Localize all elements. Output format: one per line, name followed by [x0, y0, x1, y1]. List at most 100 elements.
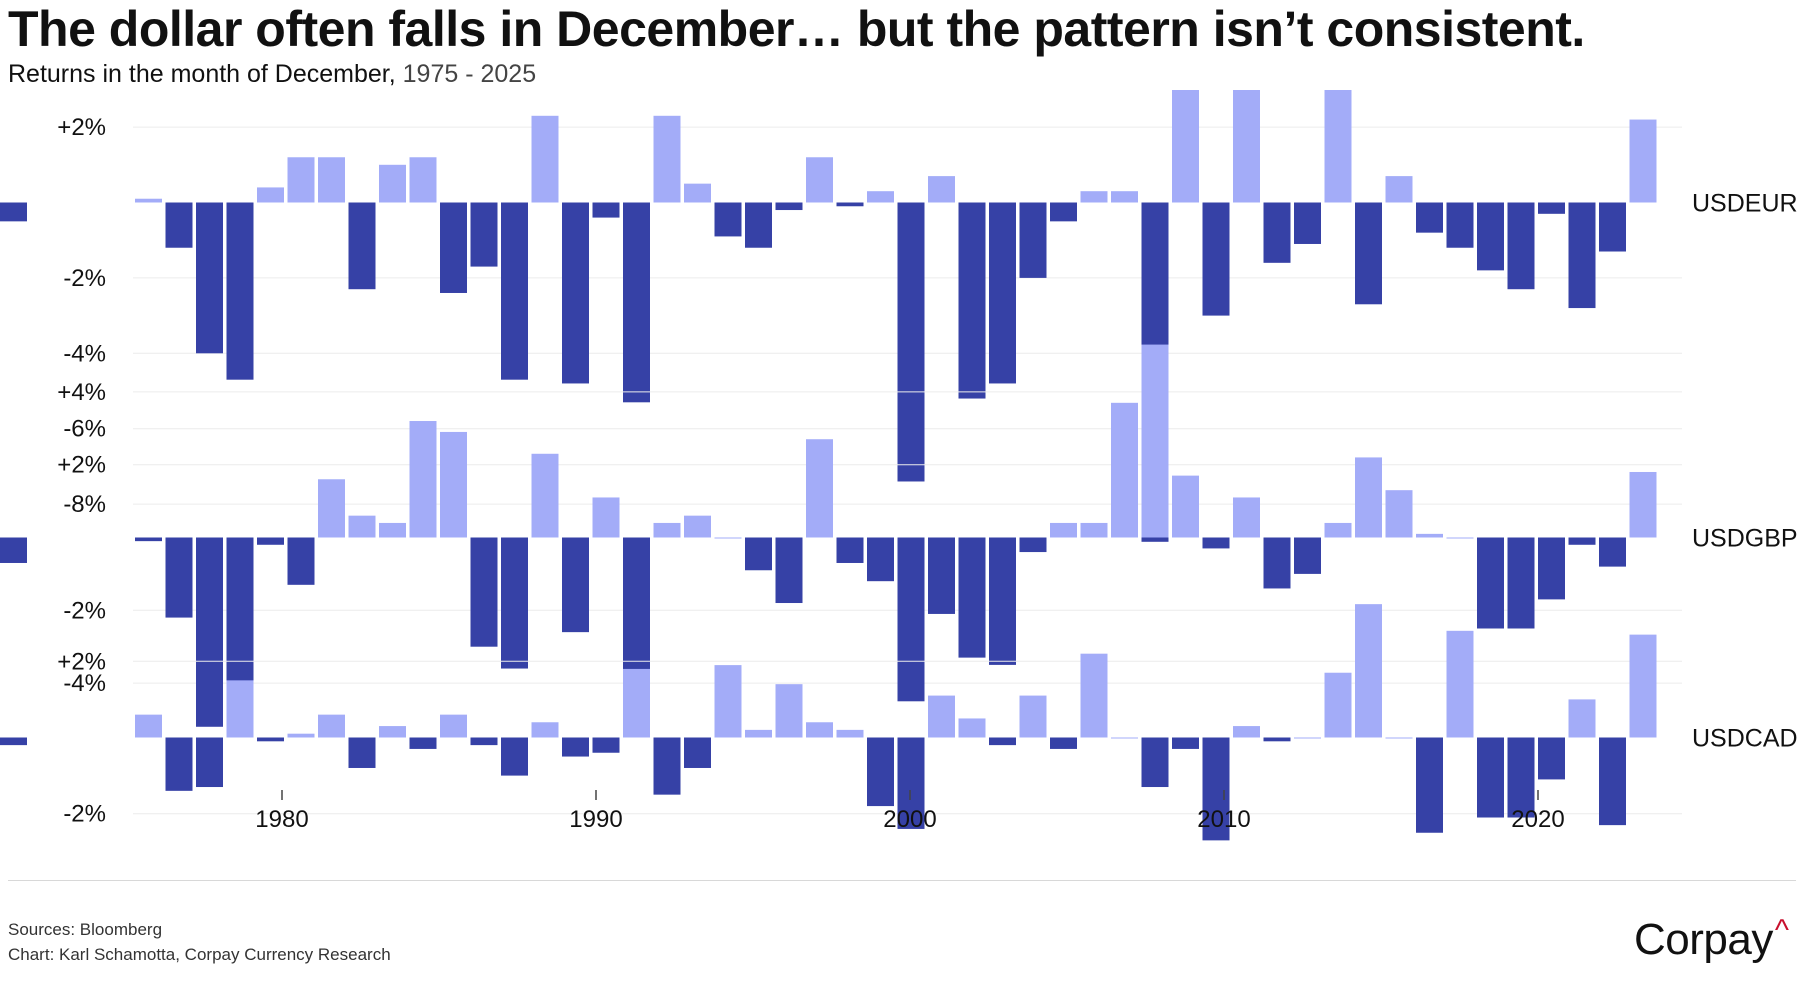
bar-usdeur-2005	[1050, 202, 1077, 222]
bar-usdeur-2015	[1355, 202, 1382, 305]
y-tick-label: -8%	[63, 491, 106, 518]
bar-usdeur-undefined	[0, 202, 27, 222]
bar-usdgbp-2024	[1629, 471, 1657, 538]
bar-usdgbp-1975	[135, 537, 162, 542]
bar-usdgbp-1999	[867, 537, 894, 582]
bar-usdgbp-2019	[1477, 537, 1504, 629]
bar-usdeur-2003	[989, 202, 1016, 384]
bar-usdcad-1983	[379, 726, 406, 738]
bar-usdcad-undefined	[0, 737, 27, 746]
bar-usdeur-1988	[531, 115, 559, 203]
y-tick-label: -2%	[63, 801, 106, 828]
bar-usdeur-1981	[318, 157, 345, 203]
bar-usdcad-1978	[226, 680, 254, 738]
subtitle-range: 1975 - 2025	[402, 60, 537, 88]
bar-usdcad-1988	[531, 722, 559, 738]
bar-usdgbp-1983	[379, 522, 406, 538]
bar-usdcad-2010	[1202, 737, 1230, 841]
bar-usdgbp-1998	[836, 537, 864, 563]
y-tick-label: -4%	[63, 670, 106, 697]
bar-usdeur-2016	[1385, 176, 1413, 203]
bar-usdgbp-2017	[1416, 533, 1443, 538]
footer-divider	[8, 880, 1796, 881]
bar-usdeur-1978	[226, 202, 254, 380]
bar-usdgbp-2011	[1233, 497, 1260, 538]
bar-usdcad-1995	[745, 729, 772, 738]
bar-usdcad-1992	[653, 737, 681, 795]
bar-usdcad-1999	[867, 737, 894, 807]
bar-usdeur-2006	[1080, 191, 1108, 203]
bar-usdeur-2023	[1599, 202, 1626, 252]
bar-usdeur-1985	[440, 202, 467, 293]
y-tick-label: +2%	[57, 452, 106, 479]
bar-usdeur-1984	[409, 157, 437, 203]
x-tick-label: 1990	[569, 806, 622, 833]
bar-usdcad-1994	[714, 665, 742, 738]
bar-usdgbp-1987	[501, 537, 528, 669]
bar-usdcad-1976	[165, 737, 193, 791]
bar-usdeur-1994	[714, 202, 742, 237]
series-label-usdcad: USDCAD	[1692, 725, 1798, 753]
bar-usdeur-2012	[1263, 202, 1291, 263]
bar-usdeur-2002	[958, 202, 986, 399]
bar-usdcad-1980	[287, 733, 315, 738]
brand-caret-icon: ^	[1774, 914, 1789, 947]
brand-name: Corpay	[1634, 915, 1773, 964]
bar-usdeur-1976	[165, 202, 193, 248]
bar-usdgbp-2008	[1141, 344, 1169, 538]
bar-usdeur-2021	[1538, 202, 1565, 214]
bar-usdeur-2013	[1294, 202, 1321, 244]
bar-usdeur-2011	[1233, 90, 1260, 203]
bar-usdeur-2014	[1324, 90, 1352, 203]
bar-usdcad-2022	[1568, 699, 1596, 738]
bar-usdgbp-1986	[470, 537, 498, 647]
bar-usdeur-2022	[1568, 202, 1596, 309]
bar-usdcad-2009	[1172, 737, 1199, 749]
bar-usdcad-2003	[989, 737, 1016, 746]
bar-usdeur-2007	[1111, 191, 1138, 203]
bar-usdgbp-1997	[806, 439, 833, 538]
x-tick-label: 2010	[1197, 806, 1250, 833]
bar-usdcad-1998	[836, 729, 864, 738]
bar-usdgbp-1981	[318, 479, 345, 538]
bar-usdeur-2017	[1416, 202, 1443, 233]
bar-usdcad-2006	[1080, 653, 1108, 738]
bar-usdgbp-1994	[714, 537, 742, 539]
x-tick-label: 1980	[255, 806, 308, 833]
bar-usdgbp-2013	[1294, 537, 1321, 574]
chart-subtitle: Returns in the month of December, 1975 -…	[8, 60, 536, 89]
bar-usdeur-1980	[287, 157, 315, 203]
bar-usdcad-1989	[562, 737, 589, 757]
bar-usdcad-2008	[1141, 737, 1169, 788]
y-tick-label: -2%	[63, 597, 106, 624]
bar-usdcad-1984	[409, 737, 437, 749]
bar-usdcad-2007	[1111, 737, 1138, 739]
bar-usdcad-1979	[257, 737, 284, 742]
bar-usdcad-2016	[1385, 737, 1413, 739]
bar-usdgbp-2005	[1050, 522, 1077, 538]
bar-usdeur-2020	[1507, 202, 1535, 290]
bar-usdeur-2010	[1202, 202, 1230, 316]
bar-usdcad-1997	[806, 722, 833, 738]
bar-usdcad-2018	[1446, 630, 1474, 738]
bar-usdcad-2017	[1416, 737, 1443, 833]
y-tick-label: +4%	[57, 379, 106, 406]
bar-usdcad-2000	[897, 737, 925, 829]
bar-usdeur-1999	[867, 191, 894, 203]
y-tick-label: +2%	[57, 648, 106, 675]
bar-usdcad-2005	[1050, 737, 1077, 749]
bar-usdgbp-2006	[1080, 522, 1108, 538]
bar-usdeur-1989	[562, 202, 589, 384]
bar-usdcad-2020	[1507, 737, 1535, 818]
bar-usdcad-2001	[928, 695, 955, 738]
bar-usdcad-2011	[1233, 726, 1260, 738]
bar-usdeur-1993	[684, 183, 711, 203]
bar-usdgbp-2002	[958, 537, 986, 658]
bar-usdeur-1992	[653, 115, 681, 203]
bar-usdcad-2019	[1477, 737, 1504, 818]
bar-usdeur-2024	[1629, 119, 1657, 203]
chart-title: The dollar often falls in December… but …	[8, 1, 1585, 57]
chart-area: +4%+2%-2%-4%-6%-8%USDEUR+4%+2%-2%-4%USDG…	[0, 90, 1798, 841]
series-label-usdeur: USDEUR	[1692, 190, 1798, 218]
bar-usdeur-2009	[1172, 90, 1199, 203]
